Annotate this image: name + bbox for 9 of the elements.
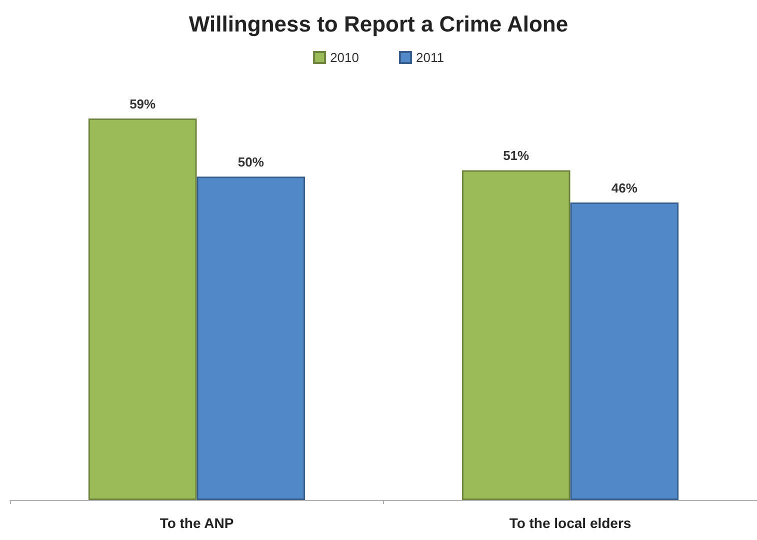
x-tick-label: To the local elders [509,515,632,531]
legend-label: 2011 [416,50,444,65]
data-label: 50% [238,154,264,170]
data-label: 51% [503,148,530,164]
chart-title: Willingness to Report a Crime Alone [188,12,568,36]
x-tick-label: To the ANP [160,515,234,531]
data-label: 46% [611,180,638,196]
data-label: 59% [130,96,156,112]
legend-label: 2010 [330,50,359,65]
